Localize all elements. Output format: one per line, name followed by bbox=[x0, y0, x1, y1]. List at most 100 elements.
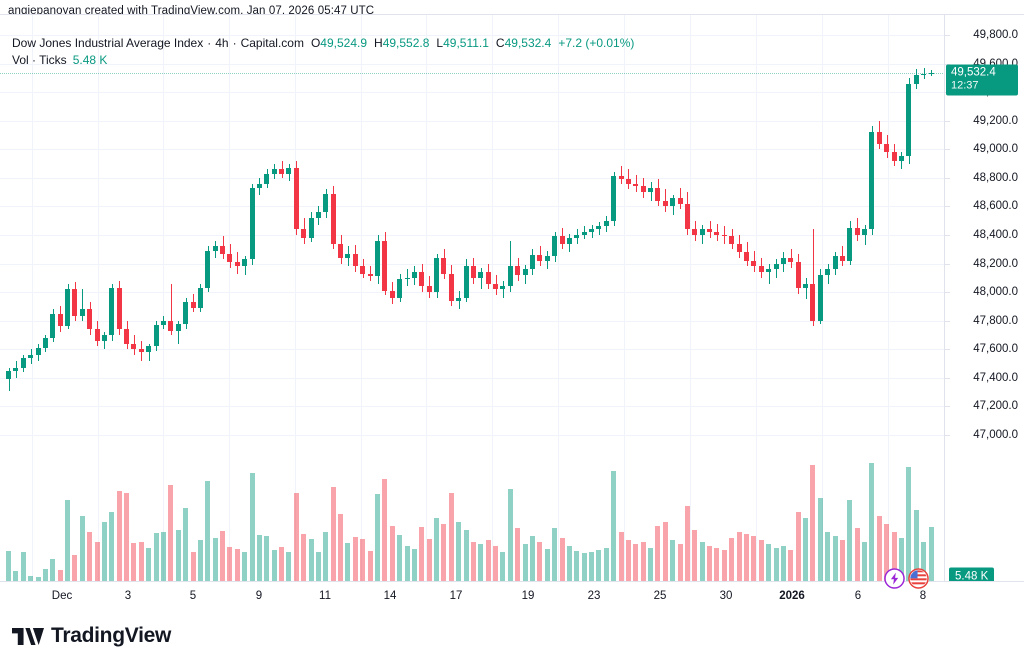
candle-body[interactable] bbox=[264, 173, 270, 184]
candle-body[interactable] bbox=[788, 257, 794, 263]
candle-body[interactable] bbox=[729, 236, 735, 244]
candle-body[interactable] bbox=[869, 132, 875, 230]
candle-body[interactable] bbox=[766, 269, 772, 273]
candle-body[interactable] bbox=[854, 227, 860, 235]
candle-body[interactable] bbox=[65, 289, 71, 327]
candle-body[interactable] bbox=[28, 355, 34, 358]
candle-body[interactable] bbox=[581, 232, 587, 235]
candle-body[interactable] bbox=[515, 266, 521, 275]
candle-body[interactable] bbox=[227, 253, 233, 263]
candle-body[interactable] bbox=[618, 176, 624, 180]
candle-body[interactable] bbox=[116, 287, 122, 330]
candle-body[interactable] bbox=[670, 197, 676, 207]
candle-body[interactable] bbox=[375, 240, 380, 277]
candle-body[interactable] bbox=[124, 329, 130, 344]
candle-body[interactable] bbox=[205, 250, 211, 288]
candle-body[interactable] bbox=[810, 283, 816, 321]
candle-body[interactable] bbox=[109, 287, 115, 335]
candle-body[interactable] bbox=[780, 257, 786, 264]
candle-body[interactable] bbox=[168, 320, 174, 331]
candle-body[interactable] bbox=[345, 253, 351, 258]
chart-plot-area[interactable] bbox=[0, 15, 945, 581]
candle-body[interactable] bbox=[160, 320, 166, 325]
candle-body[interactable] bbox=[234, 262, 240, 267]
candle-body[interactable] bbox=[640, 186, 646, 193]
candle-body[interactable] bbox=[478, 272, 484, 278]
candle-body[interactable] bbox=[795, 262, 801, 288]
candle-body[interactable] bbox=[131, 343, 137, 350]
candle-body[interactable] bbox=[862, 229, 868, 235]
candle-body[interactable] bbox=[13, 367, 19, 372]
tradingview-logo[interactable]: TradingView bbox=[12, 624, 171, 648]
candle-body[interactable] bbox=[456, 297, 462, 301]
current-price-tag[interactable]: 49,532.4 12:37 bbox=[946, 64, 1018, 96]
candle-body[interactable] bbox=[699, 229, 705, 235]
candle-body[interactable] bbox=[279, 169, 285, 174]
candle-body[interactable] bbox=[293, 167, 299, 230]
candle-body[interactable] bbox=[389, 290, 395, 298]
candle-body[interactable] bbox=[212, 246, 218, 251]
candle-body[interactable] bbox=[382, 240, 388, 291]
candle-body[interactable] bbox=[190, 302, 196, 308]
candle-body[interactable] bbox=[485, 272, 491, 284]
candle-body[interactable] bbox=[589, 229, 595, 233]
candle-body[interactable] bbox=[552, 236, 558, 257]
candle-body[interactable] bbox=[574, 235, 580, 238]
candle-body[interactable] bbox=[751, 260, 757, 267]
candle-body[interactable] bbox=[906, 83, 912, 157]
candle-body[interactable] bbox=[138, 349, 144, 353]
candle-body[interactable] bbox=[507, 266, 513, 287]
candle-body[interactable] bbox=[367, 273, 373, 277]
candle-body[interactable] bbox=[242, 259, 248, 267]
candle-body[interactable] bbox=[220, 246, 226, 254]
us-flag-badge-icon[interactable] bbox=[908, 568, 929, 589]
candle-body[interactable] bbox=[146, 346, 152, 353]
candle-body[interactable] bbox=[441, 257, 447, 274]
candle-body[interactable] bbox=[493, 283, 499, 290]
candle-body[interactable] bbox=[529, 255, 535, 270]
candle-body[interactable] bbox=[352, 253, 358, 267]
candle-body[interactable] bbox=[839, 256, 845, 261]
lightning-badge-icon[interactable] bbox=[884, 568, 905, 589]
candle-body[interactable] bbox=[330, 193, 336, 244]
candle-body[interactable] bbox=[79, 309, 85, 317]
candle-body[interactable] bbox=[537, 255, 543, 261]
candle-body[interactable] bbox=[684, 203, 690, 230]
candle-body[interactable] bbox=[323, 193, 329, 213]
candle-body[interactable] bbox=[603, 220, 609, 227]
candle-body[interactable] bbox=[434, 257, 440, 293]
candle-body[interactable] bbox=[470, 266, 476, 278]
candle-body[interactable] bbox=[360, 266, 366, 274]
candle-body[interactable] bbox=[611, 176, 617, 221]
candle-body[interactable] bbox=[315, 212, 321, 218]
candle-body[interactable] bbox=[463, 266, 469, 298]
candle-body[interactable] bbox=[847, 227, 853, 261]
candle-body[interactable] bbox=[397, 279, 403, 298]
candle-body[interactable] bbox=[57, 313, 63, 327]
candle-body[interactable] bbox=[308, 217, 314, 238]
candle-body[interactable] bbox=[633, 183, 639, 187]
candle-body[interactable] bbox=[500, 286, 506, 290]
candle-body[interactable] bbox=[913, 75, 919, 84]
candle-body[interactable] bbox=[286, 167, 292, 174]
candle-body[interactable] bbox=[832, 256, 838, 270]
candle-body[interactable] bbox=[448, 273, 454, 301]
candle-body[interactable] bbox=[662, 200, 668, 207]
candle-body[interactable] bbox=[101, 335, 107, 341]
price-axis[interactable]: 49,800.049,600.049,400.049,200.049,000.0… bbox=[945, 15, 1024, 587]
candle-body[interactable] bbox=[20, 357, 26, 368]
candle-body[interactable] bbox=[898, 156, 904, 161]
candle-body[interactable] bbox=[404, 277, 410, 280]
candle-body[interactable] bbox=[183, 302, 189, 324]
candle-body[interactable] bbox=[197, 287, 203, 308]
candle-body[interactable] bbox=[42, 337, 48, 348]
candle-body[interactable] bbox=[817, 275, 823, 321]
candle-body[interactable] bbox=[736, 243, 742, 253]
candle-body[interactable] bbox=[94, 329, 100, 341]
candle-body[interactable] bbox=[6, 371, 11, 380]
candle-body[interactable] bbox=[692, 229, 698, 235]
candle-body[interactable] bbox=[625, 179, 631, 184]
candle-body[interactable] bbox=[921, 73, 927, 75]
candle-body[interactable] bbox=[153, 325, 159, 347]
candle-body[interactable] bbox=[256, 183, 262, 188]
